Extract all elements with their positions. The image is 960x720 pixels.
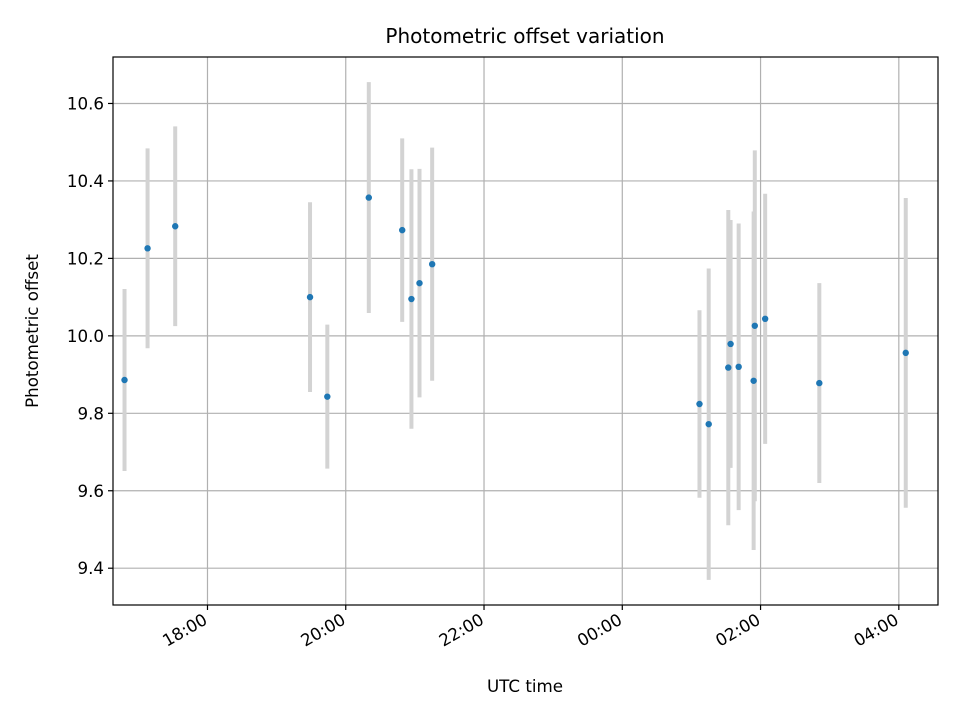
data-points	[121, 194, 909, 428]
data-point	[751, 322, 758, 329]
data-point	[399, 226, 406, 234]
data-point	[324, 393, 331, 400]
y-tick-label: 10.0	[67, 326, 104, 346]
plot-frame	[112, 56, 939, 606]
data-point	[725, 364, 732, 371]
data-point	[750, 377, 757, 384]
data-point	[172, 223, 179, 230]
data-point	[306, 293, 314, 301]
data-point	[727, 340, 734, 348]
data-point	[408, 295, 415, 303]
data-point	[735, 363, 742, 371]
y-tick-label: 9.8	[77, 403, 104, 423]
data-point	[816, 379, 823, 387]
data-point	[761, 315, 769, 323]
data-point	[902, 349, 909, 357]
y-tick-label: 10.6	[67, 93, 104, 113]
y-axis-ticks: 9.4 9.6 9.8 10.0 10.2 10.4 10.6	[67, 93, 113, 578]
data-point	[121, 376, 128, 384]
y-tick-label: 10.4	[67, 171, 104, 191]
chart-title: Photometric offset variation	[385, 24, 664, 48]
y-axis-label: Photometric offset	[22, 254, 42, 408]
data-point	[428, 260, 436, 268]
y-tick-label: 10.2	[67, 248, 104, 268]
data-point	[705, 420, 712, 428]
data-point	[696, 400, 703, 408]
y-tick-label: 9.6	[77, 481, 104, 501]
data-point	[365, 194, 372, 201]
data-point	[416, 279, 423, 287]
x-axis-label: UTC time	[487, 676, 563, 696]
data-point	[144, 245, 151, 252]
y-tick-label: 9.4	[77, 558, 104, 578]
grid	[113, 57, 938, 605]
